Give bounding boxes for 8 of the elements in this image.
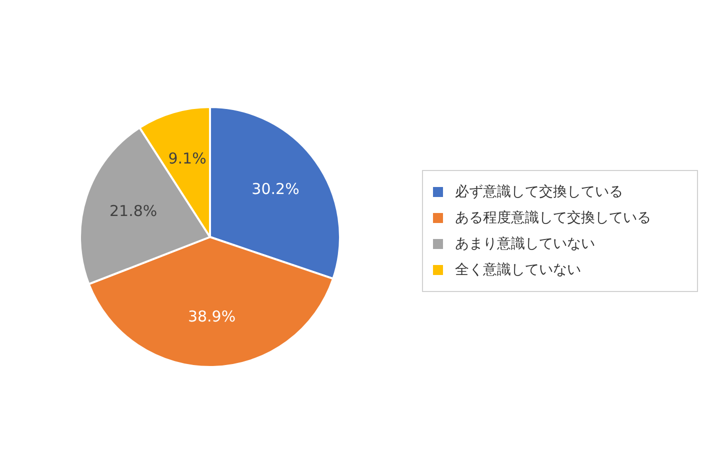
data-label: 9.1% (168, 150, 206, 168)
data-label: 30.2% (252, 180, 300, 198)
legend-label: 全く意識していない (455, 261, 581, 279)
data-label: 38.9% (188, 307, 236, 326)
legend-label: あまり意識していない (455, 235, 595, 253)
legend-label: 必ず意識して交換している (455, 183, 623, 201)
legend-label: ある程度意識して交換している (455, 209, 651, 227)
data-label: 21.8% (110, 202, 158, 220)
